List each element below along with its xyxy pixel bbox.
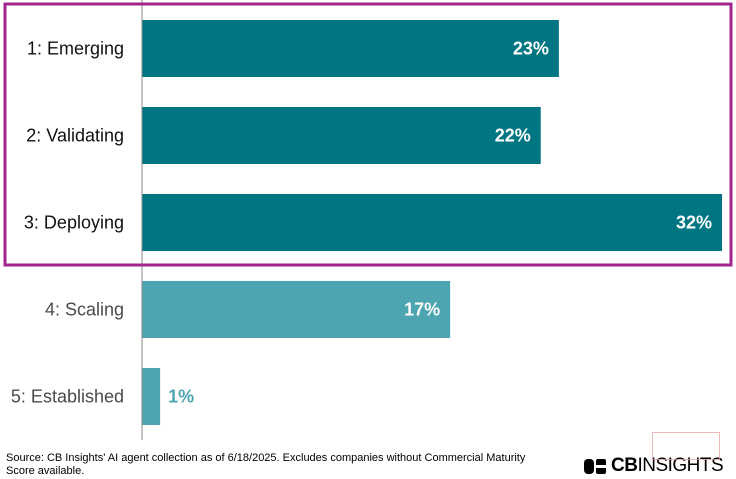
bar [142,107,541,164]
bar [142,194,722,251]
logo-wordmark: CBINSIGHTS [611,455,724,476]
value-label: 22% [495,126,531,146]
value-label: 23% [513,39,549,59]
category-label: 4: Scaling [45,300,124,320]
logo-text-light: INSIGHTS [637,455,724,476]
category-label: 3: Deploying [24,213,124,233]
brand-logo: CBINSIGHTS [584,455,724,476]
cb-insights-logo-icon [584,458,606,474]
watermark-stamp [652,432,720,460]
value-label: 32% [676,213,712,233]
bar [142,368,161,425]
source-note: Source: CB Insights' AI agent collection… [6,452,526,477]
bar [142,20,559,77]
value-label: 17% [404,300,440,320]
category-label: 5: Established [11,387,124,407]
bar [142,281,451,338]
category-label: 2: Validating [26,126,124,146]
bar-chart: 1: Emerging 23% 2: Validating 22% 3: Deployi… [3,0,733,440]
category-label: 1: Emerging [27,39,124,59]
highlight-box [3,2,733,267]
logo-text-bold: CB [611,455,638,476]
value-label: 1% [168,387,194,407]
